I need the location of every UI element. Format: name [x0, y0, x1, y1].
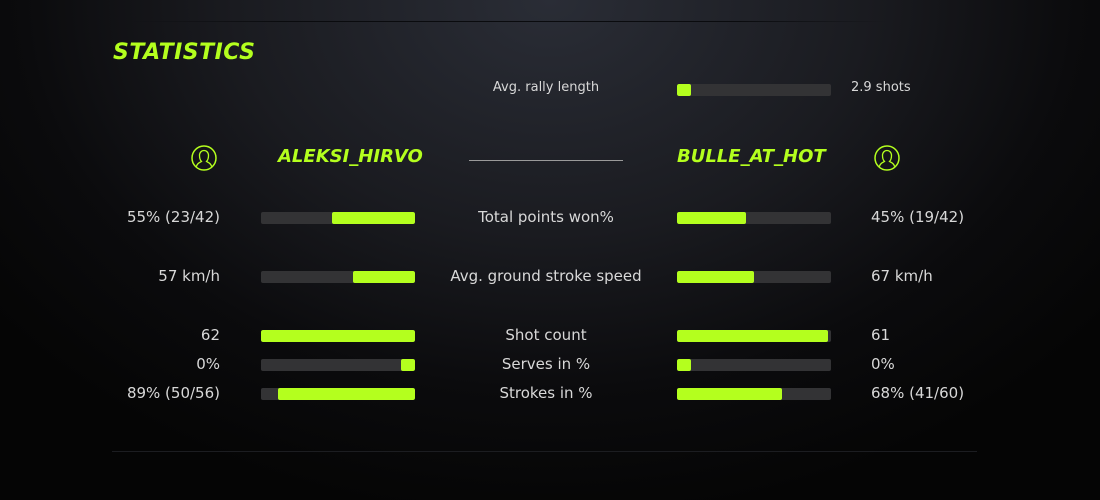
stat-right-value: 68% (41/60)	[871, 384, 965, 402]
stat-label: Shot count	[505, 326, 587, 344]
stat-left-value: 0%	[196, 355, 220, 373]
stat-left-bar	[261, 271, 415, 283]
vs-divider	[469, 160, 623, 161]
page-title: STATISTICS	[113, 40, 256, 65]
stat-left-bar-fill	[331, 212, 415, 224]
stat-right-bar-fill	[677, 271, 754, 283]
stat-left-bar-fill	[353, 271, 415, 283]
stat-left-bar	[261, 359, 415, 371]
stat-right-value: 0%	[871, 355, 895, 373]
stat-left-value: 62	[200, 326, 220, 344]
stat-left-bar	[261, 330, 415, 342]
stat-left-value: 57 km/h	[158, 267, 220, 285]
stat-right-bar	[677, 359, 831, 371]
stat-left-bar	[261, 388, 415, 400]
user-circle-icon	[874, 145, 900, 171]
stat-label: Avg. ground stroke speed	[450, 267, 642, 285]
rally-bar	[677, 84, 831, 96]
top-divider	[130, 21, 890, 22]
stat-label: Total points won%	[478, 208, 614, 226]
player-left-name: ALEKSI_HIRVO	[278, 146, 423, 167]
user-circle-icon	[191, 145, 217, 171]
stat-right-bar-fill	[677, 212, 747, 224]
stat-label: Strokes in %	[499, 384, 593, 402]
stat-left-value: 55% (23/42)	[126, 208, 220, 226]
rally-value: 2.9 shots	[851, 80, 911, 95]
stat-left-bar	[261, 212, 415, 224]
stat-left-bar-fill	[401, 359, 415, 371]
stat-right-bar	[677, 388, 831, 400]
stat-label: Serves in %	[501, 355, 591, 373]
rally-bar-fill	[677, 84, 691, 96]
stat-right-bar-fill	[677, 388, 782, 400]
stat-right-value: 67 km/h	[871, 267, 933, 285]
stat-left-bar-fill	[261, 330, 415, 342]
stat-right-bar	[677, 271, 831, 283]
rally-label: Avg. rally length	[492, 80, 600, 95]
stat-right-bar	[677, 212, 831, 224]
stat-left-bar-fill	[277, 388, 415, 400]
stat-right-bar-fill	[677, 359, 691, 371]
bottom-divider	[112, 451, 977, 452]
stat-right-bar-fill	[677, 330, 828, 342]
stat-left-value: 89% (50/56)	[126, 384, 220, 402]
stat-right-bar	[677, 330, 831, 342]
player-right-name: BULLE_AT_HOT	[677, 146, 826, 167]
stat-right-value: 45% (19/42)	[871, 208, 965, 226]
stat-right-value: 61	[871, 326, 891, 344]
